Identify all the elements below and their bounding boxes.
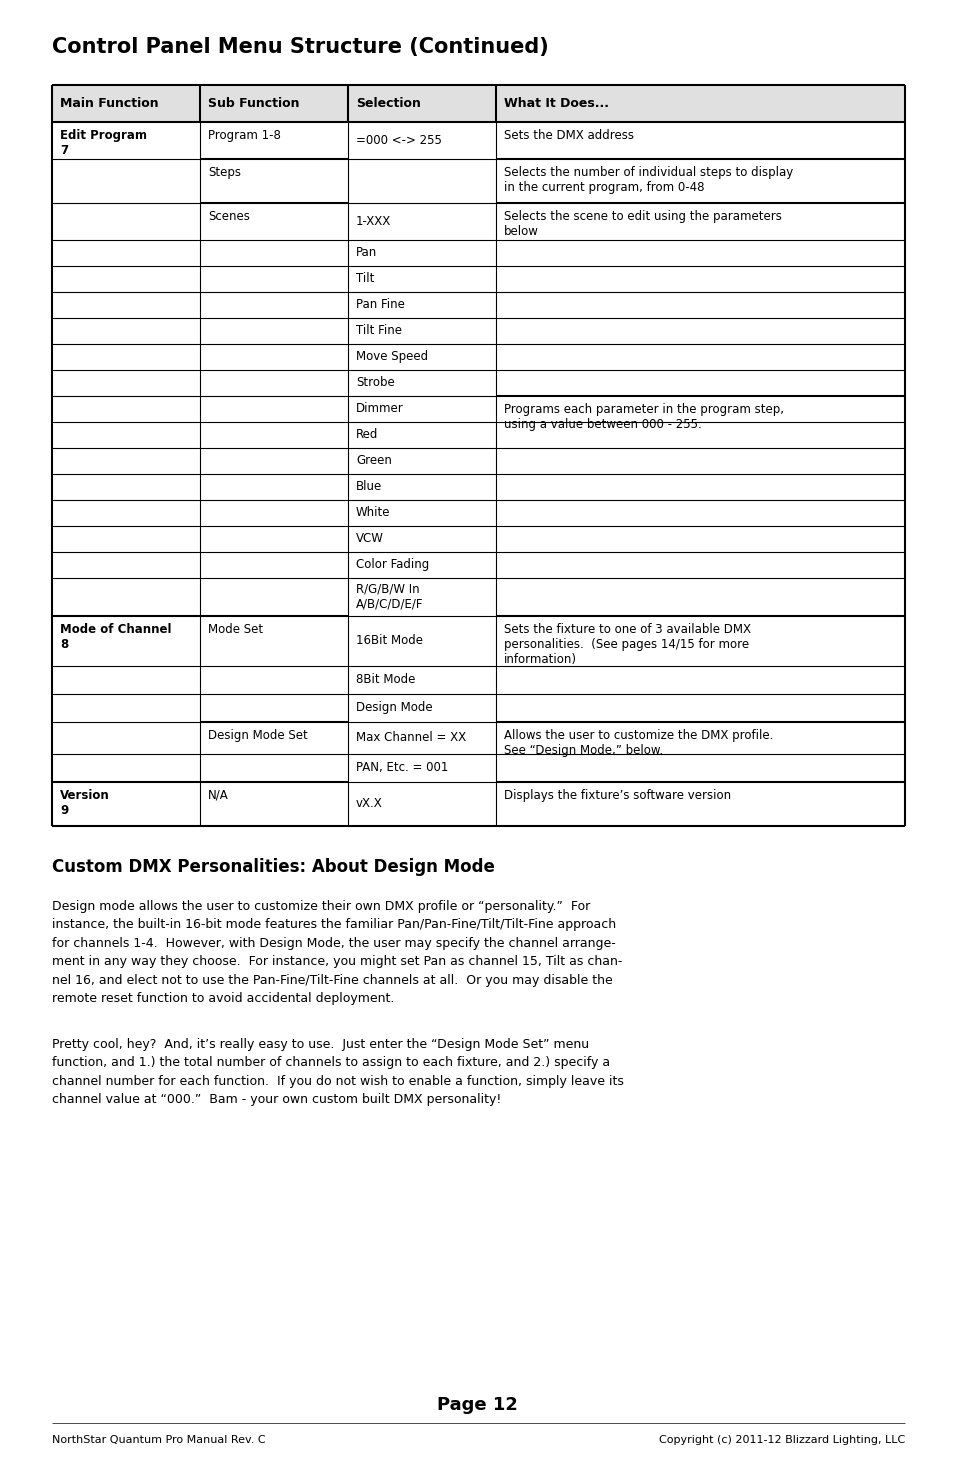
Text: Sets the fixture to one of 3 available DMX
personalities.  (See pages 14/15 for : Sets the fixture to one of 3 available D…	[503, 622, 750, 667]
Text: =000 <-> 255: =000 <-> 255	[355, 134, 441, 148]
Text: Blue: Blue	[355, 481, 382, 494]
Text: Tilt: Tilt	[355, 273, 374, 286]
Text: VCW: VCW	[355, 532, 383, 546]
Text: Design Mode: Design Mode	[355, 702, 432, 714]
Text: Selection: Selection	[355, 97, 420, 111]
Text: 8Bit Mode: 8Bit Mode	[355, 674, 415, 686]
Text: Sets the DMX address: Sets the DMX address	[503, 128, 634, 142]
Text: Allows the user to customize the DMX profile.
See “Design Mode,” below.: Allows the user to customize the DMX pro…	[503, 729, 773, 757]
Text: Main Function: Main Function	[60, 97, 158, 111]
Text: Control Panel Menu Structure (Continued): Control Panel Menu Structure (Continued)	[52, 37, 548, 58]
Text: Edit Program
7: Edit Program 7	[60, 128, 147, 156]
Text: PAN, Etc. = 001: PAN, Etc. = 001	[355, 761, 448, 774]
Text: What It Does...: What It Does...	[503, 97, 608, 111]
Text: 16Bit Mode: 16Bit Mode	[355, 634, 422, 648]
Text: NorthStar Quantum Pro Manual Rev. C: NorthStar Quantum Pro Manual Rev. C	[52, 1435, 265, 1446]
Text: Pan Fine: Pan Fine	[355, 298, 404, 311]
Text: N/A: N/A	[208, 789, 229, 802]
Text: Design mode allows the user to customize their own DMX profile or “personality.”: Design mode allows the user to customize…	[52, 900, 621, 1006]
Text: Strobe: Strobe	[355, 376, 395, 389]
Text: Pretty cool, hey?  And, it’s really easy to use.  Just enter the “Design Mode Se: Pretty cool, hey? And, it’s really easy …	[52, 1038, 623, 1106]
Text: Displays the fixture’s software version: Displays the fixture’s software version	[503, 789, 730, 802]
Bar	[52, 86, 904, 122]
Text: Steps: Steps	[208, 167, 241, 178]
Text: Max Channel = XX: Max Channel = XX	[355, 732, 466, 745]
Text: Move Speed: Move Speed	[355, 351, 428, 363]
Text: Sub Function: Sub Function	[208, 97, 299, 111]
Text: Selects the number of individual steps to display
in the current program, from 0: Selects the number of individual steps t…	[503, 167, 792, 195]
Text: White: White	[355, 506, 390, 519]
Text: Copyright (c) 2011-12 Blizzard Lighting, LLC: Copyright (c) 2011-12 Blizzard Lighting,…	[659, 1435, 904, 1446]
Text: Dimmer: Dimmer	[355, 403, 403, 416]
Text: Design Mode Set: Design Mode Set	[208, 729, 308, 742]
Text: Red: Red	[355, 429, 378, 441]
Text: Custom DMX Personalities: About Design Mode: Custom DMX Personalities: About Design M…	[52, 858, 495, 876]
Text: Color Fading: Color Fading	[355, 559, 429, 571]
Text: vX.X: vX.X	[355, 798, 382, 810]
Text: Mode Set: Mode Set	[208, 622, 263, 636]
Text: R/G/B/W In
A/B/C/D/E/F: R/G/B/W In A/B/C/D/E/F	[355, 583, 423, 611]
Text: Program 1-8: Program 1-8	[208, 128, 280, 142]
Text: Version
9: Version 9	[60, 789, 110, 817]
Text: Mode of Channel
8: Mode of Channel 8	[60, 622, 172, 650]
Text: Green: Green	[355, 454, 392, 468]
Text: Programs each parameter in the program step,
using a value between 000 - 255.: Programs each parameter in the program s…	[503, 403, 783, 431]
Text: Selects the scene to edit using the parameters
below: Selects the scene to edit using the para…	[503, 209, 781, 237]
Text: Pan: Pan	[355, 246, 376, 260]
Text: Page 12: Page 12	[436, 1395, 517, 1415]
Text: Scenes: Scenes	[208, 209, 250, 223]
Text: 1-XXX: 1-XXX	[355, 215, 391, 229]
Text: Tilt Fine: Tilt Fine	[355, 324, 401, 338]
